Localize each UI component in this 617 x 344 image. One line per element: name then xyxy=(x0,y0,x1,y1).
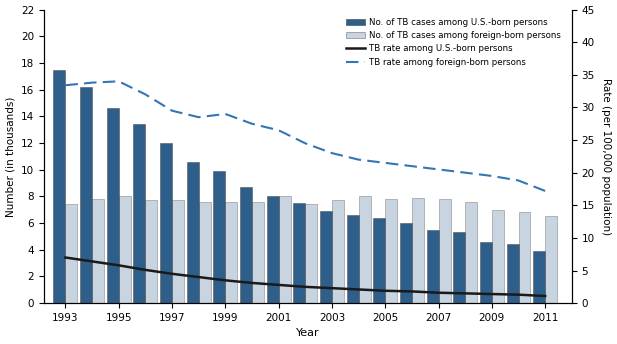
Y-axis label: Number (in thousands): Number (in thousands) xyxy=(6,96,15,217)
Bar xyxy=(213,171,225,303)
Bar xyxy=(426,230,439,303)
Bar xyxy=(545,216,557,303)
Bar xyxy=(54,69,65,303)
Bar xyxy=(65,204,77,303)
Bar xyxy=(480,242,492,303)
Bar xyxy=(465,202,477,303)
Bar xyxy=(347,215,358,303)
Bar xyxy=(533,251,545,303)
Bar xyxy=(80,87,92,303)
Bar xyxy=(305,204,317,303)
Bar xyxy=(92,199,104,303)
Bar xyxy=(172,201,184,303)
Bar xyxy=(320,211,332,303)
X-axis label: Year: Year xyxy=(296,329,320,338)
Bar xyxy=(507,245,518,303)
Bar xyxy=(133,124,146,303)
Bar xyxy=(385,199,397,303)
Bar xyxy=(160,143,172,303)
Bar xyxy=(187,162,199,303)
Bar xyxy=(293,203,305,303)
Bar xyxy=(279,196,291,303)
Bar xyxy=(412,198,424,303)
Y-axis label: Rate (per 100,000 population): Rate (per 100,000 population) xyxy=(602,78,611,235)
Bar xyxy=(240,187,252,303)
Bar xyxy=(332,201,344,303)
Bar xyxy=(518,212,531,303)
Bar xyxy=(107,108,118,303)
Bar xyxy=(439,199,450,303)
Bar xyxy=(252,202,264,303)
Bar xyxy=(373,218,385,303)
Bar xyxy=(267,196,279,303)
Bar xyxy=(453,233,465,303)
Bar xyxy=(358,196,371,303)
Bar xyxy=(225,202,238,303)
Bar xyxy=(118,196,131,303)
Bar xyxy=(492,210,504,303)
Bar xyxy=(400,223,412,303)
Legend: No. of TB cases among U.S.-born persons, No. of TB cases among foreign-born pers: No. of TB cases among U.S.-born persons,… xyxy=(343,14,565,70)
Bar xyxy=(199,202,210,303)
Bar xyxy=(146,201,157,303)
